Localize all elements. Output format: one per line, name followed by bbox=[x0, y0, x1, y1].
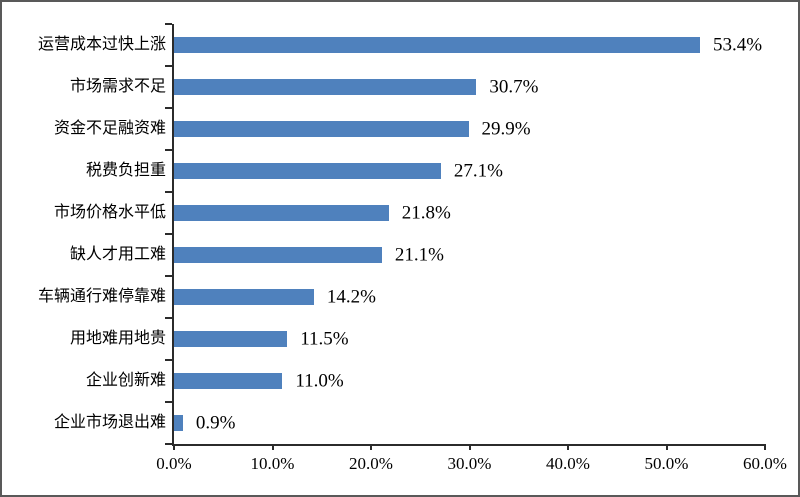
bar bbox=[174, 163, 441, 179]
category-label: 市场价格水平低 bbox=[53, 204, 166, 221]
category-label: 企业创新难 bbox=[85, 372, 166, 389]
x-axis-tick bbox=[370, 444, 372, 450]
bar bbox=[174, 415, 183, 431]
bar bbox=[174, 289, 314, 305]
y-axis-tick bbox=[165, 149, 172, 151]
y-axis-tick bbox=[165, 401, 172, 403]
bar bbox=[174, 373, 283, 389]
y-axis-tick bbox=[165, 23, 172, 25]
bar-value-label: 14.2% bbox=[326, 286, 376, 308]
bar-value-label: 11.0% bbox=[295, 370, 344, 392]
x-tick-label: 60.0% bbox=[743, 454, 787, 473]
x-tick-label: 50.0% bbox=[644, 454, 689, 473]
category-label: 资金不足融资难 bbox=[53, 120, 166, 137]
x-tick-label: 0.0% bbox=[156, 454, 192, 473]
x-tick-label: 40.0% bbox=[546, 454, 590, 473]
y-axis-tick bbox=[165, 317, 172, 319]
y-axis-tick bbox=[165, 65, 172, 67]
bar-value-label: 27.1% bbox=[453, 160, 503, 182]
y-axis-tick bbox=[165, 107, 172, 109]
x-axis-tick bbox=[271, 444, 274, 450]
bar bbox=[174, 331, 288, 347]
y-axis-tick bbox=[165, 191, 172, 193]
category-label: 企业市场退出难 bbox=[53, 414, 166, 431]
x-axis-tick bbox=[173, 444, 175, 450]
x-axis-tick bbox=[567, 444, 569, 450]
category-label: 车辆通行难停靠难 bbox=[37, 288, 166, 305]
bar-value-label: 29.9% bbox=[481, 118, 531, 140]
x-tick-label: 30.0% bbox=[447, 454, 492, 473]
x-axis-tick bbox=[764, 444, 766, 450]
category-label: 用地难用地贵 bbox=[69, 330, 166, 347]
y-axis-tick bbox=[165, 233, 172, 235]
x-axis-tick bbox=[468, 444, 471, 450]
category-label: 缺人才用工难 bbox=[69, 246, 166, 263]
bar bbox=[174, 247, 382, 263]
x-tick-label: 10.0% bbox=[250, 454, 295, 473]
bar-value-label: 53.4% bbox=[712, 34, 763, 56]
bar bbox=[174, 79, 477, 95]
x-axis-tick bbox=[665, 444, 668, 450]
bar-value-label: 21.8% bbox=[401, 202, 451, 224]
bar-value-label: 11.5% bbox=[300, 328, 349, 350]
category-label: 税费负担重 bbox=[85, 162, 166, 179]
bar bbox=[174, 121, 469, 137]
bar-value-label: 0.9% bbox=[195, 412, 236, 434]
y-axis-tick bbox=[165, 359, 172, 361]
bar-value-label: 21.1% bbox=[394, 244, 444, 266]
bar-value-label: 30.7% bbox=[489, 76, 539, 98]
y-axis-tick bbox=[165, 443, 172, 445]
category-label: 运营成本过快上涨 bbox=[37, 36, 166, 53]
category-label: 市场需求不足 bbox=[69, 78, 166, 95]
y-axis-tick bbox=[165, 275, 172, 277]
bar bbox=[174, 205, 389, 221]
bar bbox=[174, 37, 700, 53]
x-tick-label: 20.0% bbox=[349, 454, 393, 473]
